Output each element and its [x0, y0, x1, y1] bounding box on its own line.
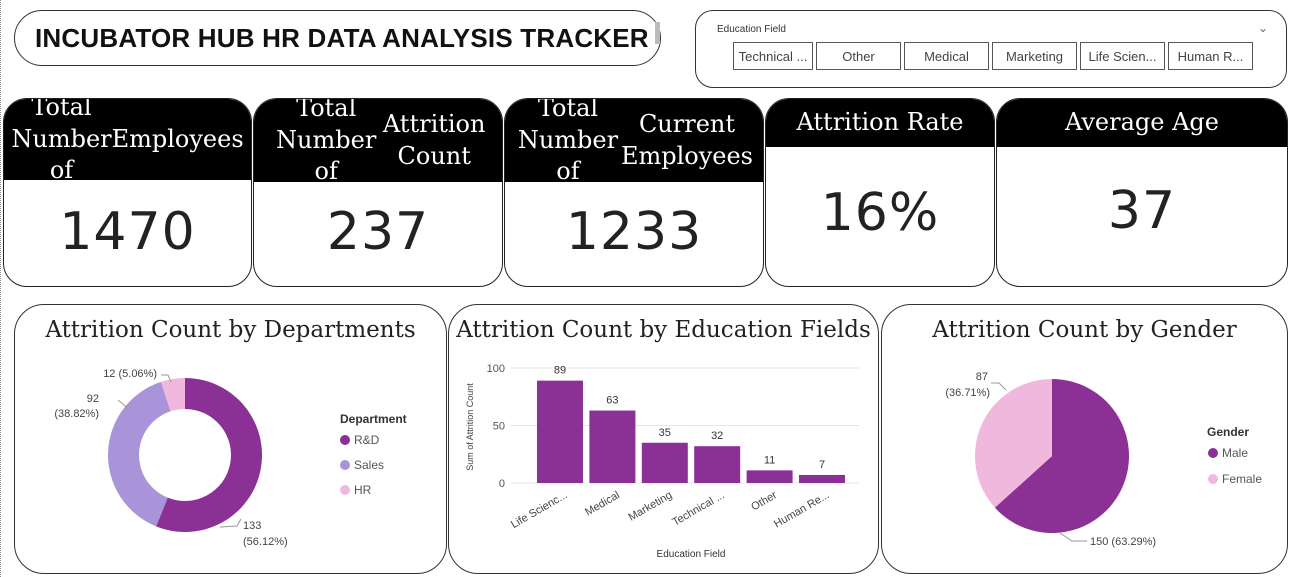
legend-marker — [1208, 448, 1218, 458]
donut-slice-rd — [156, 378, 263, 532]
kpi-label: Average Age — [997, 99, 1287, 147]
bar-1 — [589, 410, 636, 483]
kpi-label-line: Total Number of — [276, 98, 377, 186]
kpi-value: 37 — [1107, 181, 1177, 241]
legend-label: HR — [354, 483, 372, 497]
data-label: (38.82%) — [54, 408, 99, 420]
legend-label: R&D — [354, 433, 380, 447]
pie-slice-male — [994, 379, 1129, 533]
pie-slice-female — [975, 379, 1052, 508]
leader-line — [117, 399, 131, 411]
legend-label: Male — [1222, 446, 1248, 460]
department-donut-chart: 133 (56.12%) 92 (38.82%) 12 (5.06%) Departmen… — [54, 368, 407, 548]
slicer-item-technical[interactable]: Technical ... — [733, 42, 813, 70]
x-tick-label: Human Re... — [772, 489, 831, 530]
y-tick-label: 100 — [487, 363, 505, 375]
data-label: 89 — [554, 365, 566, 377]
data-label: 7 — [819, 459, 825, 471]
chart-title: Attrition Count by Departments — [45, 317, 416, 343]
kpi-total-employees: Total Number of Employees 1470 — [3, 98, 252, 287]
x-tick-label: Marketing — [626, 489, 674, 524]
chevron-down-icon[interactable]: ⌄ — [1257, 21, 1268, 35]
legend-title: Gender — [1207, 425, 1249, 439]
kpi-label-line: Attrition Count — [382, 109, 486, 170]
data-label: 32 — [711, 430, 723, 442]
bar-0 — [537, 380, 583, 483]
kpi-label: Total Number of Employees — [4, 99, 251, 184]
y-tick-label: 50 — [493, 421, 505, 433]
bar-4 — [746, 470, 793, 483]
kpi-value: 1470 — [59, 202, 196, 262]
kpi-attrition-rate: Attrition Rate 16% — [765, 98, 995, 287]
panel-departments: Attrition Count by Departments 133 (56.12… — [14, 304, 447, 574]
x-tick-label: Other — [749, 489, 779, 513]
chart-title: Attrition Count by Education Fields — [456, 317, 871, 343]
legend-marker — [340, 460, 350, 470]
y-axis-label: Sum of Attrition Count — [465, 383, 475, 471]
x-tick-label: Medical — [583, 489, 622, 518]
data-label: 92 — [87, 393, 99, 405]
slicer-item-life-sciences[interactable]: Life Scien... — [1080, 42, 1165, 70]
kpi-label: Attrition Rate — [766, 99, 994, 147]
kpi-value: 237 — [326, 202, 430, 262]
text-cursor — [654, 22, 660, 44]
data-label: 11 — [764, 454, 775, 466]
bar-5 — [799, 474, 845, 483]
kpi-label-line: Employees — [111, 124, 244, 153]
leader-line — [1059, 532, 1087, 542]
kpi-label-line: Total Number of — [11, 98, 112, 185]
donut-slice-hr — [160, 378, 185, 412]
legend-label: Female — [1222, 472, 1262, 486]
y-tick-label: 0 — [499, 478, 505, 490]
data-label: (36.71%) — [945, 387, 990, 399]
slicer-item-marketing[interactable]: Marketing — [992, 42, 1077, 70]
kpi-label: Total Number of Current Employees — [505, 99, 763, 185]
data-label: (56.12%) — [243, 536, 288, 548]
chart-title: Attrition Count by Gender — [932, 317, 1237, 343]
kpi-value: 1233 — [565, 202, 703, 262]
kpi-current-employees: Total Number of Current Employees 1233 — [504, 98, 764, 287]
leader-line — [219, 518, 242, 528]
x-tick-label: Technical ... — [670, 489, 726, 528]
slicer-item-other[interactable]: Other — [816, 42, 901, 70]
education-bar-chart: 0 50 100 Sum of Attrition Count 89 Life Scien… — [465, 363, 859, 560]
education-field-slicer: Education Field ⌄ Technical ... Other Me… — [695, 10, 1287, 88]
legend-marker — [340, 435, 350, 445]
slicer-item-human-resources[interactable]: Human R... — [1168, 42, 1253, 70]
canvas-edge — [0, 0, 2, 577]
bar-3 — [694, 446, 741, 483]
leader-line — [161, 374, 172, 383]
data-label: 35 — [659, 427, 671, 439]
bar-2 — [641, 442, 688, 483]
legend-label: Sales — [354, 458, 384, 472]
donut-slice-sales — [108, 381, 171, 527]
panel-gender: Attrition Count by Gender 150 (63.29%) 87… — [881, 304, 1288, 574]
legend-marker — [340, 485, 350, 495]
gender-pie-chart: 150 (63.29%) 87 (36.71%) Gender Male Female — [945, 371, 1262, 548]
x-axis-label: Education Field — [657, 549, 726, 560]
data-label: 12 (5.06%) — [103, 368, 157, 380]
title-card: INCUBATOR HUB HR DATA ANALYSIS TRACKER — [14, 10, 661, 66]
leader-line — [991, 382, 1007, 391]
slicer-items: Technical ... Other Medical Marketing Li… — [733, 42, 1253, 70]
legend-title: Department — [340, 412, 407, 426]
kpi-average-age: Average Age 37 — [996, 98, 1288, 287]
kpi-attrition-count: Total Number of Attrition Count 237 — [253, 98, 503, 287]
kpi-label-line: Current Employees — [620, 109, 753, 170]
kpi-label: Total Number of Attrition Count — [254, 99, 502, 185]
panel-education: Attrition Count by Education Fields 0 50 1… — [448, 304, 879, 574]
page-title: INCUBATOR HUB HR DATA ANALYSIS TRACKER — [35, 22, 649, 53]
x-tick-label: Life Scienc... — [509, 489, 570, 531]
slicer-item-medical[interactable]: Medical — [904, 42, 989, 70]
data-label: 150 (63.29%) — [1090, 536, 1156, 548]
kpi-label-line: Total Number of — [517, 98, 619, 186]
slicer-label: Education Field — [717, 24, 786, 35]
legend-marker — [1208, 474, 1218, 484]
data-label: 87 — [976, 371, 988, 383]
data-label: 133 — [243, 520, 261, 532]
kpi-value: 16% — [820, 183, 940, 243]
data-label: 63 — [606, 395, 618, 407]
